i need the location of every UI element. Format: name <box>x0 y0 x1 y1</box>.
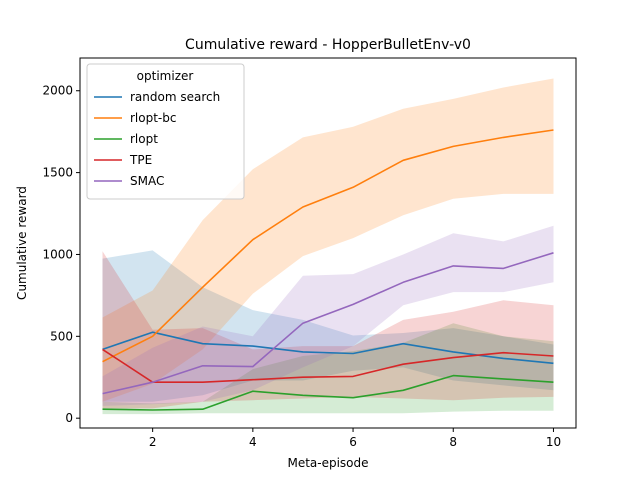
line-rlopt-bc <box>102 129 554 363</box>
x-tick-label: 4 <box>249 435 257 449</box>
y-tick-label: 500 <box>50 329 73 343</box>
y-axis-label: Cumulative reward <box>15 186 29 300</box>
y-tick-label: 1500 <box>42 166 73 180</box>
legend-title: optimizer <box>137 69 194 83</box>
legend-label-tpe: TPE <box>129 153 152 167</box>
x-tick-label: 6 <box>349 435 357 449</box>
x-axis-label: Meta-episode <box>287 456 368 470</box>
legend-label-random-search: random search <box>130 90 220 104</box>
y-tick-label: 2000 <box>42 84 73 98</box>
legend-label-smac: SMAC <box>130 174 164 188</box>
y-axis-ticks: 0 500 1000 1500 2000 <box>42 84 80 425</box>
x-tick-label: 8 <box>449 435 457 449</box>
chart-title: Cumulative reward - HopperBulletEnv-v0 <box>185 37 471 53</box>
line-rlopt <box>102 374 554 411</box>
legend-label-rlopt-bc: rlopt-bc <box>130 111 176 125</box>
legend-entries: random search rlopt-bc rlopt TPE SMAC <box>94 90 220 188</box>
x-tick-label: 2 <box>149 435 157 449</box>
y-tick-label: 0 <box>65 411 73 425</box>
x-axis-ticks: 2 4 6 8 10 <box>149 428 561 449</box>
legend-label-rlopt: rlopt <box>130 132 158 146</box>
x-tick-label: 10 <box>546 435 561 449</box>
legend-box <box>86 63 245 200</box>
band-tpe <box>102 251 554 409</box>
band-random-search <box>102 250 554 402</box>
line-smac <box>102 252 554 395</box>
confidence-bands <box>102 78 554 415</box>
y-tick-label: 1000 <box>42 247 73 261</box>
legend: optimizer random search rlopt-bc rlopt TPE S… <box>86 63 245 200</box>
band-rlopt <box>102 323 554 415</box>
line-tpe <box>102 348 554 384</box>
plot-frame <box>79 57 577 429</box>
series-lines <box>102 129 554 411</box>
band-rlopt-bc <box>102 78 554 402</box>
